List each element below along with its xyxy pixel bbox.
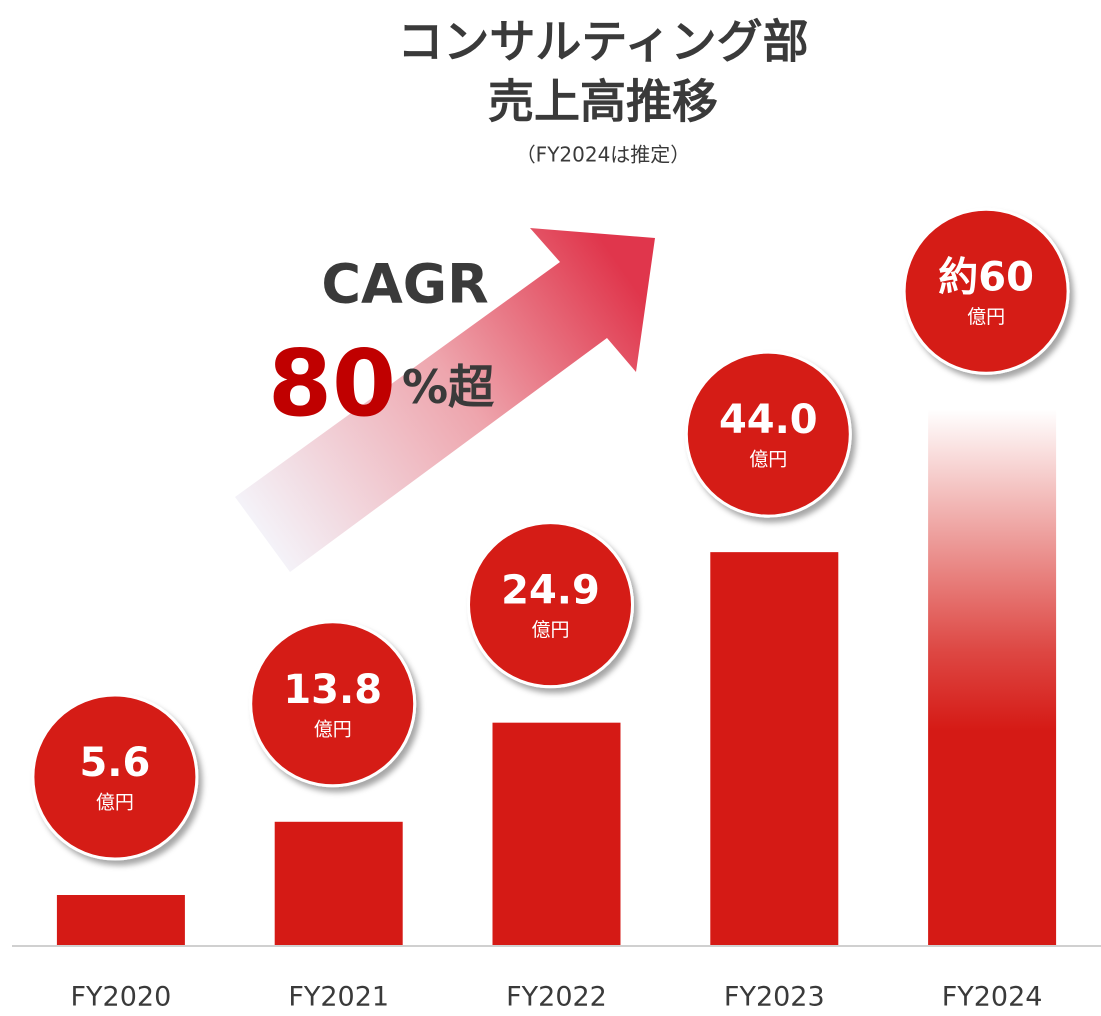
- bar: [492, 722, 621, 945]
- x-tick-label: FY2022: [506, 982, 607, 1013]
- value-bubble: [902, 207, 1070, 375]
- x-tick-label: FY2020: [71, 982, 172, 1013]
- unit-label: 億円: [967, 306, 1005, 328]
- value-bubble: [249, 620, 417, 788]
- cagr-value: 80 %超: [268, 330, 495, 437]
- unit-label: 億円: [749, 449, 787, 471]
- bar: [928, 409, 1057, 945]
- x-tick-label: FY2023: [724, 982, 825, 1013]
- bar: [710, 552, 839, 945]
- unit-label: 億円: [96, 792, 134, 814]
- growth-arrow: [235, 228, 655, 572]
- chart-title: コンサルティング部: [397, 15, 808, 69]
- x-tick-label: FY2024: [942, 982, 1043, 1013]
- cagr-label: CAGR: [321, 253, 488, 316]
- value-bubble: [467, 521, 634, 689]
- chart-subtitle: （FY2024は推定）: [516, 143, 691, 167]
- cagr-suffix: %超: [402, 360, 495, 414]
- x-tick-label: FY2021: [288, 982, 389, 1013]
- value-bubble: [684, 350, 852, 518]
- unit-label: 億円: [314, 718, 352, 740]
- chart-title: 売上高推移: [488, 75, 718, 129]
- value-label: 5.6: [79, 740, 150, 786]
- unit-label: 億円: [531, 619, 569, 641]
- bar: [56, 895, 185, 945]
- value-bubble: [31, 693, 199, 861]
- value-label: 13.8: [283, 667, 382, 713]
- value-label: 約60: [938, 254, 1034, 300]
- value-label: 24.9: [501, 568, 600, 614]
- cagr-number: 80: [268, 330, 396, 437]
- bar: [274, 821, 403, 945]
- value-label: 44.0: [719, 397, 818, 443]
